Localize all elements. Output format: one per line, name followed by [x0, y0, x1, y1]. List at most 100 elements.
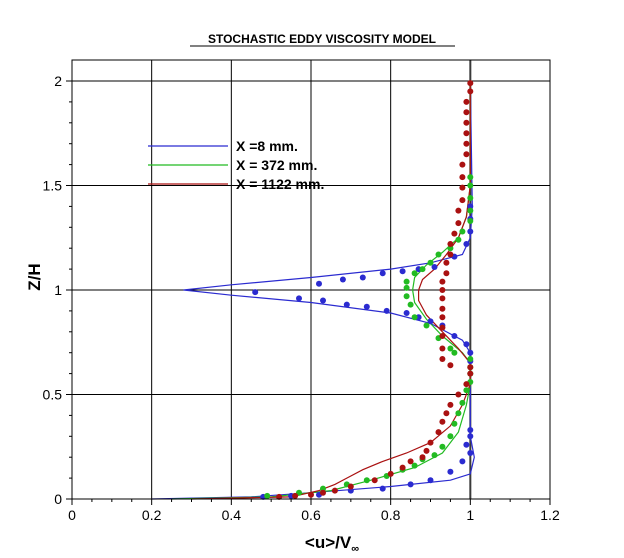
series-3-point	[459, 197, 466, 204]
series-1-point	[379, 485, 386, 492]
series-1-point	[399, 268, 406, 275]
series-3-point	[451, 230, 458, 237]
x-tick-label: 0.4	[222, 507, 242, 523]
series-2-point	[403, 293, 410, 300]
series-2-point	[455, 236, 462, 243]
series-3-point	[455, 207, 462, 214]
series-1-point	[447, 468, 454, 475]
series-2-point	[411, 270, 418, 277]
series-3-point	[459, 174, 466, 181]
series-1-point	[467, 427, 474, 433]
series-3-point	[419, 454, 426, 461]
series-3-point	[423, 447, 430, 454]
series-2-point	[467, 207, 474, 214]
x-tick-label: 1.2	[540, 507, 560, 523]
series-3-point	[439, 287, 446, 293]
series-1-point	[431, 264, 438, 270]
series-2-point	[447, 433, 454, 440]
series-1-point	[359, 274, 366, 281]
series-3-point	[459, 161, 466, 168]
series-3-point	[439, 345, 446, 352]
y-tick-label: 2	[54, 73, 62, 89]
series-1-point	[463, 341, 470, 348]
series-1-point	[467, 203, 474, 210]
series-1-point	[403, 310, 410, 316]
series-2-point	[411, 462, 418, 469]
series-3-point	[443, 270, 450, 277]
series-1-point	[427, 477, 434, 484]
series-1-point	[451, 333, 458, 339]
series-1-point	[320, 297, 326, 304]
x-tick-label: 1	[466, 507, 474, 523]
series-2-point	[423, 322, 430, 329]
series-3-point	[439, 356, 446, 362]
series-3-point	[463, 109, 470, 116]
y-tick-label: 0	[54, 491, 62, 507]
series-2-point	[455, 410, 462, 417]
tick-labels: 0 0.2 0.4 0.6 0.8 1 1.2 0 0.5 1 1.5 2	[43, 73, 560, 523]
series-3-point	[463, 119, 470, 126]
series-1-point	[363, 303, 370, 310]
series-2-point	[411, 314, 418, 321]
series-3-point	[443, 410, 450, 417]
series-1-point	[467, 349, 474, 356]
series-3-point	[439, 314, 446, 321]
series-1-point	[407, 481, 414, 488]
series-3-point	[455, 391, 462, 398]
series-1-point	[316, 280, 322, 287]
series-2-point	[435, 251, 442, 258]
series-3-point	[427, 439, 434, 446]
series-3-point	[371, 477, 378, 484]
series-3-point	[447, 401, 454, 408]
series-2-point	[419, 266, 426, 273]
series-3-point	[439, 278, 446, 285]
series-3-point	[292, 492, 299, 499]
series-3-point	[447, 241, 454, 247]
series-3-point	[435, 429, 442, 436]
series-3-point	[439, 333, 446, 339]
series-1-point	[379, 270, 386, 277]
series-2-point	[439, 443, 446, 450]
y-tick-label: 0.5	[43, 387, 63, 403]
series-3-point	[439, 305, 446, 312]
series-2-point	[403, 284, 410, 291]
x-tick-label: 0	[68, 507, 76, 523]
series-3-point	[407, 458, 414, 465]
series-1-point	[296, 295, 302, 302]
series-3-point	[463, 151, 470, 158]
series-2-point	[403, 278, 410, 285]
series-1-point	[467, 450, 474, 456]
y-axis-title: Z/H	[25, 263, 44, 290]
legend: X =8 mm. X = 372 mm. X = 1122 mm.	[148, 138, 324, 192]
series-2-point	[467, 195, 474, 201]
chart-title: STOCHASTIC EDDY VISCOSITY MODEL	[208, 32, 436, 46]
legend-label-3: X = 1122 mm.	[236, 176, 324, 192]
series-3-point	[447, 362, 454, 369]
series-2-point	[459, 399, 466, 406]
series-3-point	[439, 418, 446, 425]
series-2-point	[451, 420, 458, 427]
series-3-point	[463, 98, 470, 105]
axis-ticks	[66, 80, 551, 505]
series-2-point	[427, 259, 434, 266]
series-3-point	[439, 295, 446, 302]
series-2-point	[451, 349, 458, 356]
y-tick-label: 1	[54, 282, 62, 298]
series-3-point	[387, 470, 394, 477]
series-2-point	[431, 452, 438, 459]
series-line-1	[151, 80, 475, 500]
series-3-point	[455, 220, 462, 227]
series-1-point	[427, 318, 434, 325]
series-3-point	[463, 130, 470, 137]
series-2-point	[447, 345, 454, 352]
series-3-point	[443, 259, 450, 266]
series-2-point	[407, 301, 414, 308]
series-2-point	[467, 356, 474, 362]
series-3-point	[467, 80, 474, 87]
series-3-point	[308, 491, 314, 498]
series-2-point	[363, 477, 370, 484]
x-tick-label: 0.6	[301, 507, 321, 523]
series-2-point	[467, 182, 474, 189]
series-3-point	[331, 487, 338, 494]
